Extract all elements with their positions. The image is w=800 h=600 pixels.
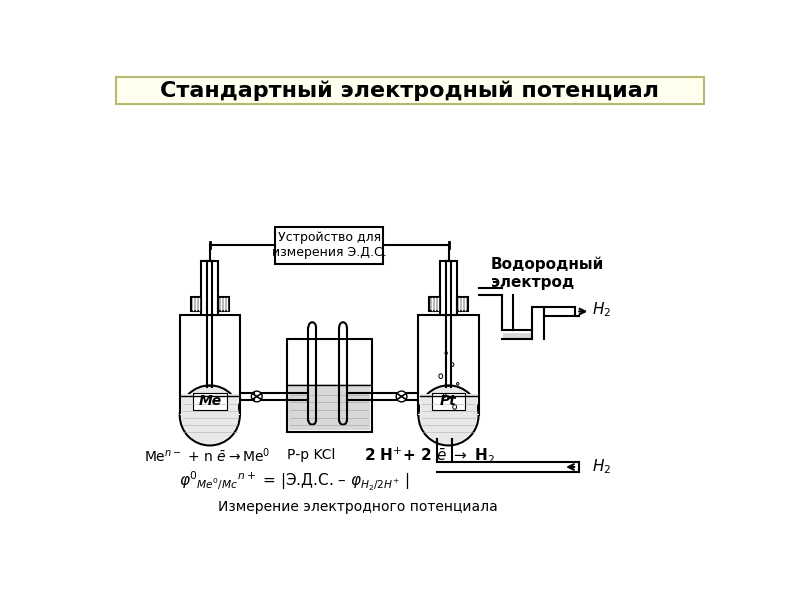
Text: H$_2$: H$_2$ [593, 458, 612, 476]
FancyBboxPatch shape [193, 392, 226, 410]
Text: Pt: Pt [440, 394, 457, 408]
Text: Устройство для
измерения Э.Д.С.: Устройство для измерения Э.Д.С. [272, 231, 386, 259]
FancyBboxPatch shape [182, 414, 238, 415]
FancyBboxPatch shape [420, 394, 477, 417]
Text: Me: Me [198, 394, 222, 408]
FancyBboxPatch shape [288, 384, 370, 430]
Ellipse shape [420, 387, 477, 444]
FancyBboxPatch shape [116, 77, 704, 104]
Text: Стандартный электродный потенциал: Стандартный электродный потенциал [161, 80, 659, 101]
FancyBboxPatch shape [420, 414, 477, 415]
FancyBboxPatch shape [287, 339, 371, 431]
FancyBboxPatch shape [418, 314, 478, 415]
Ellipse shape [418, 385, 478, 445]
FancyBboxPatch shape [503, 333, 531, 338]
Ellipse shape [180, 385, 240, 445]
Text: $\varphi$$^{0}$$_{Me^{0}/Mc}$$^{n+}$ = |Э.Д.С. – $\varphi$$_{H_{2}/2H^{+}}$ |: $\varphi$$^{0}$$_{Me^{0}/Mc}$$^{n+}$ = |… [179, 470, 410, 493]
FancyBboxPatch shape [457, 297, 468, 311]
Text: H$_2$: H$_2$ [593, 301, 612, 319]
Text: Me$^{n-}$ + n $\bar{e}$$\rightarrow$Me$^{0}$: Me$^{n-}$ + n $\bar{e}$$\rightarrow$Me$^… [144, 446, 271, 465]
FancyBboxPatch shape [275, 227, 383, 264]
FancyBboxPatch shape [180, 414, 240, 415]
FancyBboxPatch shape [418, 414, 478, 415]
Text: 2 H$^{+}$+ 2 $\bar{e}$ $\rightarrow$ H$_{2}$: 2 H$^{+}$+ 2 $\bar{e}$ $\rightarrow$ H$_… [364, 445, 495, 466]
FancyBboxPatch shape [202, 260, 218, 314]
Text: Р-р KCl: Р-р KCl [287, 448, 335, 463]
FancyBboxPatch shape [431, 392, 466, 410]
FancyBboxPatch shape [430, 297, 440, 311]
FancyBboxPatch shape [182, 394, 238, 417]
Ellipse shape [182, 387, 238, 444]
FancyBboxPatch shape [218, 297, 229, 311]
FancyBboxPatch shape [180, 314, 240, 415]
Text: Водородный
электрод: Водородный электрод [491, 257, 604, 290]
FancyBboxPatch shape [440, 260, 457, 314]
Ellipse shape [444, 386, 453, 414]
FancyBboxPatch shape [190, 297, 202, 311]
Text: Измерение электродного потенциала: Измерение электродного потенциала [218, 500, 498, 514]
Ellipse shape [205, 386, 214, 414]
